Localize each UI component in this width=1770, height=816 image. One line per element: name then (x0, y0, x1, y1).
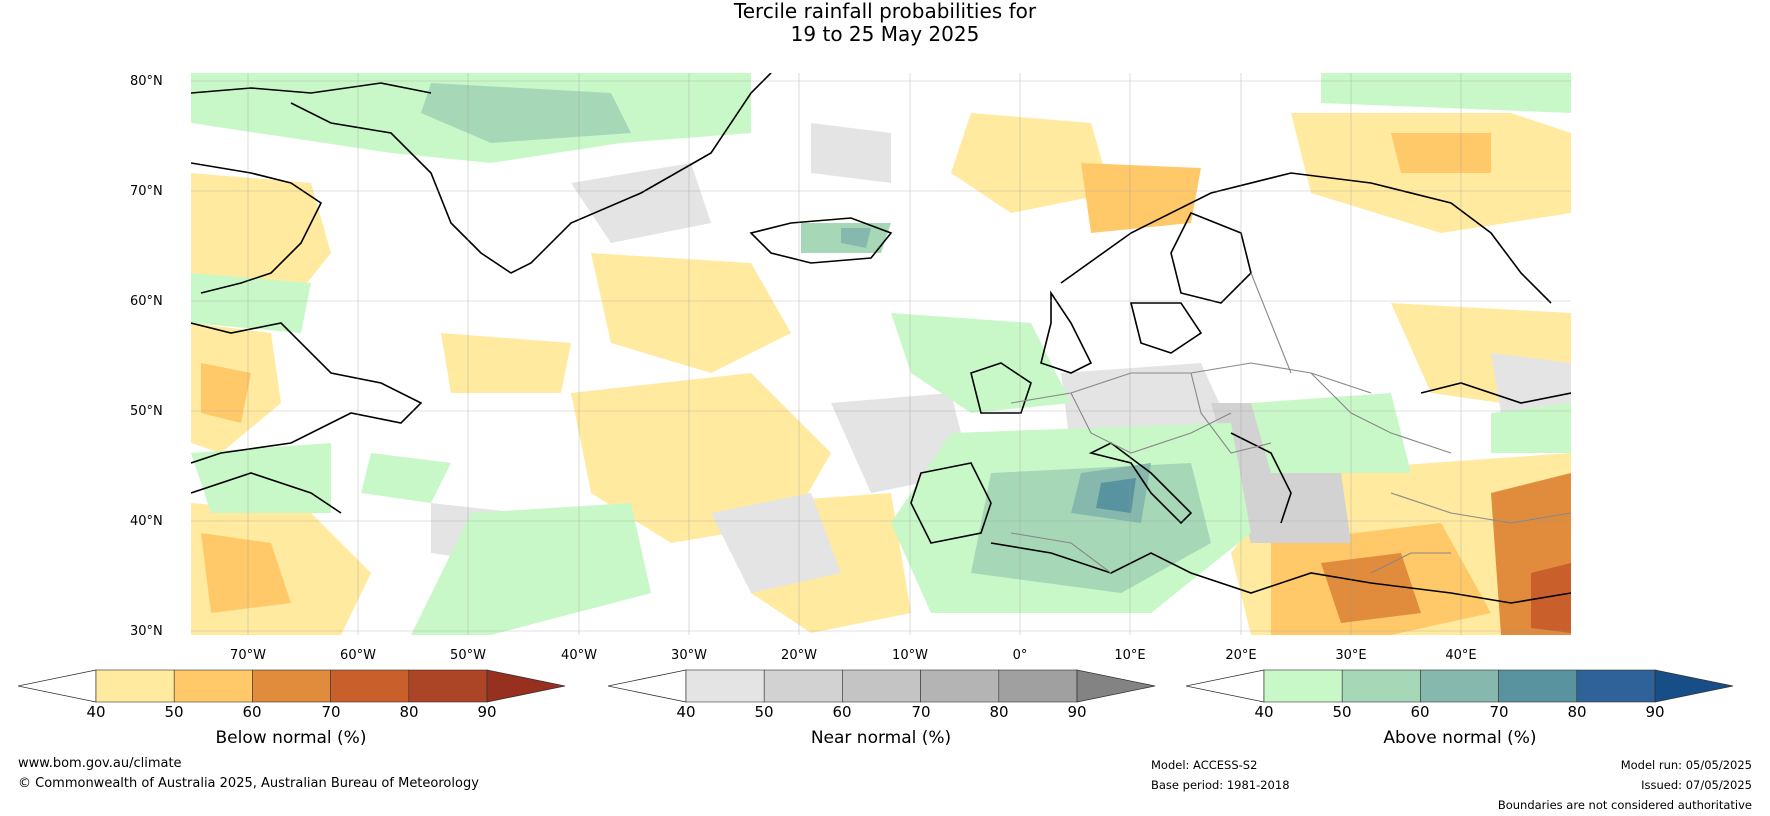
cbar2-tick-70: 70 (911, 703, 931, 721)
cbar3-tick-80: 80 (1567, 703, 1587, 721)
colorbar-near-normal-segment-3 (842, 669, 921, 703)
footer-disclaimer: Boundaries are not considered authoritat… (1497, 798, 1752, 812)
graticule (191, 73, 1571, 635)
cbar2-tick-60: 60 (832, 703, 852, 721)
colorbar-near-normal-segments (608, 669, 1156, 703)
lon-label-40e: 40°E (1445, 648, 1477, 663)
footer-url: www.bom.gov.au/climate (18, 756, 182, 771)
lat-label-70n: 70°N (130, 184, 163, 199)
colorbar-above-normal-segment-1 (1263, 669, 1343, 703)
colorbar-near-normal-under (608, 669, 687, 703)
cbar1-tick-90: 90 (477, 703, 497, 721)
colorbar-below-normal (18, 669, 566, 703)
lon-label-0: 0° (1012, 648, 1028, 663)
colorbar-below-normal-label: Below normal (%) (215, 728, 367, 748)
colorbar-near-normal-label: Near normal (%) (810, 728, 952, 748)
colorbar-above-normal-under (1186, 669, 1265, 703)
colorbar-above-normal-segment-5 (1576, 669, 1656, 703)
colorbar-above-normal-segments (1186, 669, 1734, 703)
title-line-2: 19 to 25 May 2025 (790, 22, 980, 46)
lat-label-80n: 80°N (130, 74, 163, 89)
cbar3-tick-60: 60 (1410, 703, 1430, 721)
rainfall-probability-map (191, 73, 1571, 635)
lon-label-30w: 30°W (671, 648, 707, 663)
footer-base-period: Base period: 1981-2018 (1151, 778, 1290, 792)
cbar3-tick-40: 40 (1254, 703, 1274, 721)
cbar1-tick-50: 50 (164, 703, 184, 721)
lon-label-20e: 20°E (1225, 648, 1257, 663)
title-line-1: Tercile rainfall probabilities for (733, 0, 1037, 23)
lon-label-70w: 70°W (230, 648, 266, 663)
cbar2-tick-40: 40 (676, 703, 696, 721)
cbar1-tick-60: 60 (242, 703, 262, 721)
colorbar-near-normal-segment-5 (998, 669, 1078, 703)
colorbar-near-normal (608, 669, 1156, 703)
lon-label-10w: 10°W (892, 648, 928, 663)
cbar2-tick-90: 90 (1067, 703, 1087, 721)
colorbar-below-normal-segments (18, 669, 566, 703)
footer-copyright: © Commonwealth of Australia 2025, Austra… (18, 776, 479, 791)
cbar3-tick-90: 90 (1645, 703, 1665, 721)
colorbar-below-normal-segment-2 (173, 669, 253, 703)
lat-label-50n: 50°N (130, 404, 163, 419)
country-borders (1010, 272, 1571, 574)
cbar1-tick-80: 80 (399, 703, 419, 721)
lon-label-60w: 60°W (340, 648, 376, 663)
colorbar-below-normal-segment-4 (330, 669, 410, 703)
chart-title: Tercile rainfall probabilities for 19 to… (0, 0, 1770, 46)
above-normal-areas (191, 73, 1571, 635)
cbar2-tick-50: 50 (754, 703, 774, 721)
cbar2-tick-80: 80 (989, 703, 1009, 721)
footer-model: Model: ACCESS-S2 (1151, 758, 1258, 772)
cbar3-tick-70: 70 (1489, 703, 1509, 721)
colorbar-below-normal-segment-1 (95, 669, 175, 703)
coastlines (191, 73, 1571, 604)
colorbar-below-normal-under (18, 669, 97, 703)
lon-label-50w: 50°W (450, 648, 486, 663)
colorbar-near-normal-segment-4 (920, 669, 1000, 703)
colorbar-below-normal-segment-3 (252, 669, 331, 703)
colorbar-above-normal (1186, 669, 1734, 703)
below-normal-areas (191, 113, 1571, 635)
cbar1-tick-70: 70 (321, 703, 341, 721)
lat-label-60n: 60°N (130, 294, 163, 309)
lon-label-20w: 20°W (781, 648, 817, 663)
cbar1-tick-40: 40 (86, 703, 106, 721)
colorbar-above-normal-label: Above normal (%) (1383, 728, 1537, 748)
lon-label-30e: 30°E (1335, 648, 1367, 663)
lon-label-40w: 40°W (561, 648, 597, 663)
colorbar-below-normal-over (486, 669, 566, 703)
colorbar-near-normal-segment-1 (685, 669, 765, 703)
colorbar-above-normal-over (1654, 669, 1734, 703)
footer-issued: Issued: 07/05/2025 (1641, 778, 1752, 792)
colorbar-above-normal-segment-2 (1341, 669, 1421, 703)
colorbar-below-normal-segment-5 (408, 669, 488, 703)
colorbar-above-normal-segment-4 (1498, 669, 1578, 703)
lon-label-10e: 10°E (1114, 648, 1146, 663)
map-canvas (191, 73, 1571, 635)
lat-label-30n: 30°N (130, 624, 163, 639)
footer-model-run: Model run: 05/05/2025 (1620, 758, 1752, 772)
colorbar-near-normal-over (1076, 669, 1156, 703)
colorbar-above-normal-segment-3 (1420, 669, 1499, 703)
lat-label-40n: 40°N (130, 514, 163, 529)
colorbar-near-normal-segment-2 (763, 669, 843, 703)
cbar3-tick-50: 50 (1332, 703, 1352, 721)
